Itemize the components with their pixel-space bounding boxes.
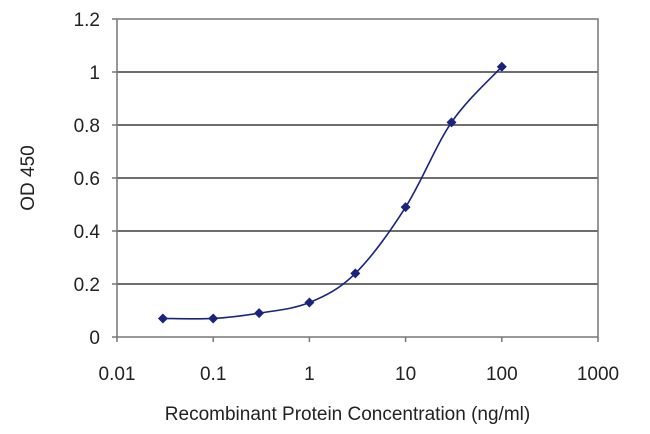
y-axis-ticks: 0 0.2 0.4 0.6 0.8 1 1.2 xyxy=(74,10,117,349)
series-line xyxy=(162,66,503,320)
data-point xyxy=(208,313,219,324)
y-tick-label: 0.4 xyxy=(74,222,101,243)
x-tick-label: 1 xyxy=(304,364,315,385)
y-tick-label: 0.8 xyxy=(74,116,100,137)
x-tick-label: 10 xyxy=(395,364,416,385)
data-point xyxy=(446,117,457,128)
data-point xyxy=(157,313,168,324)
y-tick-label: 1.2 xyxy=(74,10,100,31)
y-tick-label: 0.2 xyxy=(74,275,100,296)
x-tick-label: 1000 xyxy=(577,364,619,385)
y-tick-label: 0 xyxy=(89,328,100,349)
y-axis-label: OD 450 xyxy=(18,145,39,210)
y-tick-label: 0.6 xyxy=(74,169,100,190)
data-point xyxy=(400,202,411,213)
series-layer xyxy=(157,61,507,324)
x-axis-ticks: 0.01 0.1 1 10 100 1000 xyxy=(99,337,619,385)
data-point xyxy=(496,61,507,72)
x-tick-label: 100 xyxy=(486,364,518,385)
data-point xyxy=(350,268,361,279)
data-point xyxy=(304,297,315,308)
x-axis-label: Recombinant Protein Concentration (ng/ml… xyxy=(165,404,530,425)
data-point xyxy=(254,308,265,319)
y-tick-label: 1 xyxy=(89,63,100,84)
x-tick-label: 0.1 xyxy=(200,364,226,385)
x-tick-label: 0.01 xyxy=(99,364,136,385)
gridlines xyxy=(117,71,598,285)
